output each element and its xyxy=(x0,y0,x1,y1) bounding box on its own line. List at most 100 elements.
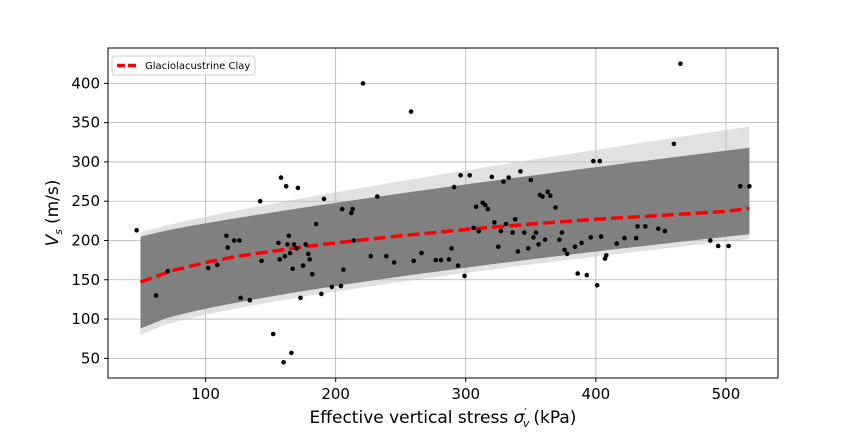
data-point-5 xyxy=(224,233,229,239)
data-point-82 xyxy=(533,230,539,235)
data-point-61 xyxy=(471,225,476,231)
data-point-112 xyxy=(671,141,677,147)
data-point-80 xyxy=(528,177,534,183)
data-point-98 xyxy=(588,235,593,240)
data-point-85 xyxy=(540,194,545,199)
data-point-110 xyxy=(656,226,661,231)
data-point-100 xyxy=(594,283,600,288)
data-point-113 xyxy=(678,61,683,66)
data-point-14 xyxy=(276,240,281,246)
data-point-71 xyxy=(501,179,506,184)
data-point-33 xyxy=(310,272,315,277)
data-point-65 xyxy=(483,202,488,208)
data-point-62 xyxy=(473,204,479,209)
data-point-43 xyxy=(351,238,357,243)
data-point-107 xyxy=(633,235,639,241)
y-tick-label-100: 100 xyxy=(71,310,100,328)
y-tick-label-250: 250 xyxy=(71,192,100,210)
data-point-68 xyxy=(492,220,497,225)
data-point-28 xyxy=(298,295,303,301)
data-point-115 xyxy=(715,243,721,249)
legend-label: Glaciolacustrine Clay xyxy=(145,61,250,72)
x-tick-label-200: 200 xyxy=(321,385,350,403)
data-point-101 xyxy=(597,158,603,164)
data-points xyxy=(134,61,752,365)
data-point-109 xyxy=(643,224,648,229)
y-tick-label-400: 400 xyxy=(71,74,100,92)
data-point-116 xyxy=(726,243,731,249)
data-point-31 xyxy=(306,251,311,257)
data-point-105 xyxy=(614,241,619,246)
y-axis-ticks: 50 100 150 200 250 300 350 400 xyxy=(71,74,108,367)
data-point-45 xyxy=(368,253,374,259)
x-tick-label-300: 300 xyxy=(451,385,480,403)
data-point-90 xyxy=(557,237,562,242)
data-point-13 xyxy=(270,331,276,337)
data-point-35 xyxy=(319,291,324,297)
data-point-102 xyxy=(598,234,604,239)
data-point-79 xyxy=(525,246,531,251)
data-point-10 xyxy=(247,297,253,303)
y-axis-label: Vs(m/s) xyxy=(43,180,65,247)
plot-frame xyxy=(107,47,779,379)
data-point-57 xyxy=(455,263,461,268)
data-point-108 xyxy=(635,224,640,229)
data-point-23 xyxy=(289,350,294,356)
median-curve-line xyxy=(139,206,750,284)
data-point-52 xyxy=(433,257,439,263)
data-point-114 xyxy=(708,238,713,243)
data-point-49 xyxy=(408,109,414,114)
x-axis-ticks: 100 200 300 400 500 xyxy=(191,378,740,403)
data-point-12 xyxy=(259,258,264,264)
data-point-47 xyxy=(384,253,389,259)
data-point-16 xyxy=(278,175,284,180)
data-point-11 xyxy=(257,198,263,204)
data-point-27 xyxy=(295,185,301,191)
data-point-67 xyxy=(489,174,495,180)
data-point-36 xyxy=(321,196,327,202)
data-point-111 xyxy=(662,228,668,234)
data-point-25 xyxy=(291,242,297,247)
data-point-95 xyxy=(575,271,580,276)
data-point-34 xyxy=(313,221,319,227)
data-point-51 xyxy=(419,250,424,256)
band-core xyxy=(140,147,750,329)
data-point-46 xyxy=(375,194,380,199)
data-point-70 xyxy=(498,228,504,234)
data-point-56 xyxy=(451,184,457,190)
data-point-94 xyxy=(572,244,578,250)
data-point-32 xyxy=(307,257,313,262)
legend: Glaciolacustrine Clay xyxy=(111,55,256,76)
data-point-66 xyxy=(485,206,491,212)
data-point-96 xyxy=(579,240,584,246)
data-point-117 xyxy=(738,184,743,189)
x-tick-label-400: 400 xyxy=(582,385,611,403)
data-point-60 xyxy=(467,173,473,178)
y-tick-label-350: 350 xyxy=(71,114,100,132)
x-tick-label-100: 100 xyxy=(191,385,220,403)
data-point-89 xyxy=(553,205,558,210)
data-point-118 xyxy=(747,184,752,189)
data-point-97 xyxy=(584,272,590,278)
data-point-15 xyxy=(277,257,283,262)
data-point-75 xyxy=(512,217,518,222)
data-point-50 xyxy=(411,258,417,264)
data-point-1 xyxy=(153,293,159,298)
y-tick-label-50: 50 xyxy=(81,349,100,367)
data-point-72 xyxy=(503,221,509,227)
data-point-48 xyxy=(391,260,397,265)
data-point-77 xyxy=(518,169,523,174)
data-point-21 xyxy=(286,233,292,239)
data-point-37 xyxy=(329,284,335,290)
data-point-88 xyxy=(548,193,553,198)
data-point-81 xyxy=(531,235,536,240)
data-point-2 xyxy=(165,268,171,274)
data-point-20 xyxy=(285,242,290,247)
data-point-6 xyxy=(225,245,230,250)
data-point-106 xyxy=(622,235,627,241)
data-point-83 xyxy=(536,242,541,247)
data-point-44 xyxy=(360,81,366,86)
data-point-41 xyxy=(349,210,354,216)
data-point-19 xyxy=(283,184,289,189)
